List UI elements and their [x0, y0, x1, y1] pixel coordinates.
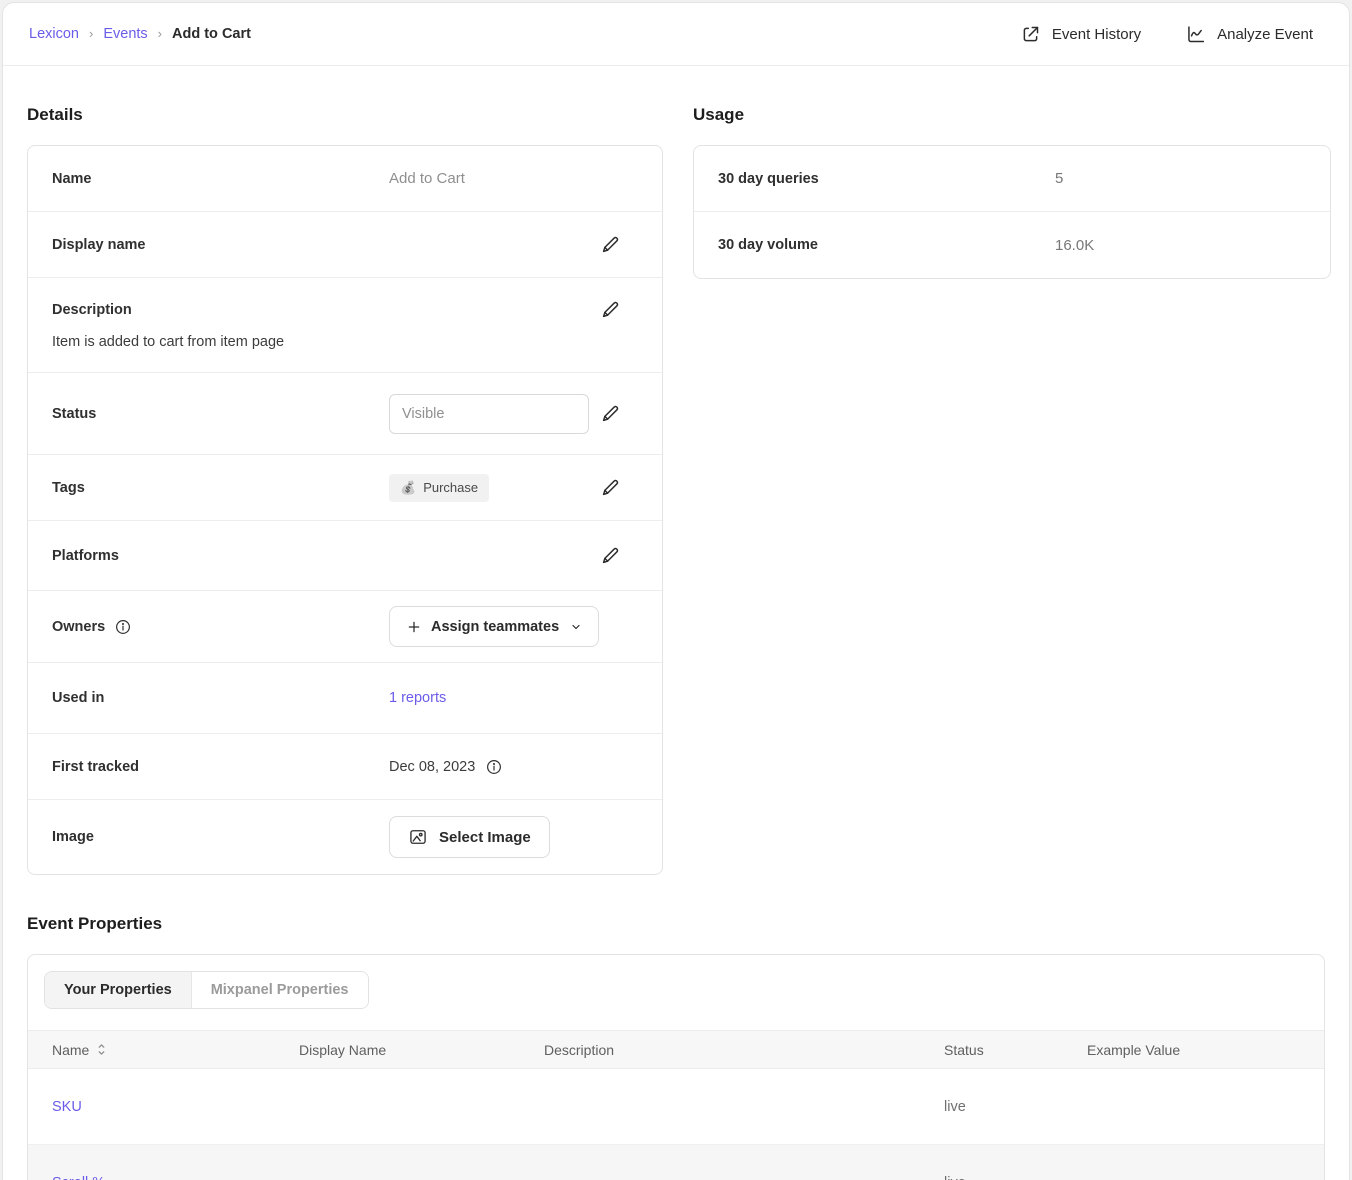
pencil-icon [599, 403, 621, 425]
usage-row-volume: 30 day volume 16.0K [694, 212, 1330, 278]
first-tracked-value: Dec 08, 2023 [389, 758, 476, 775]
topbar-actions: Event History Analyze Event [1020, 24, 1313, 45]
usage-card: 30 day queries 5 30 day volume 16.0K [693, 145, 1331, 279]
edit-tags-button[interactable] [595, 473, 625, 503]
detail-row-tags: Tags 💰 Purchase [28, 455, 662, 521]
details-section: Details Name Add to Cart Display name [27, 66, 663, 875]
sort-icon [96, 1043, 107, 1056]
detail-row-description: Description Item is added to ca [28, 278, 662, 373]
table-row[interactable]: SKU live [28, 1069, 1324, 1145]
topbar: Lexicon › Events › Add to Cart Event His… [3, 3, 1349, 66]
volume-value: 16.0K [1055, 236, 1095, 254]
breadcrumb-separator: › [157, 25, 163, 41]
detail-row-platforms: Platforms [28, 521, 662, 591]
detail-row-display-name: Display name [28, 212, 662, 278]
properties-table-header: Name Display Name Description Status Exa… [28, 1030, 1324, 1069]
analyze-event-label: Analyze Event [1217, 25, 1313, 43]
money-bag-icon: 💰 [400, 479, 417, 495]
status-cell: live [944, 1175, 1087, 1180]
owners-label: Owners [52, 618, 389, 636]
event-properties-card: Your Properties Mixpanel Properties Name… [27, 954, 1325, 1180]
property-link-sku[interactable]: SKU [52, 1098, 82, 1115]
properties-tabs: Your Properties Mixpanel Properties [44, 971, 369, 1009]
plus-icon [406, 619, 422, 635]
tags-label: Tags [52, 479, 85, 496]
event-properties-heading: Event Properties [27, 914, 163, 933]
used-in-label: Used in [52, 690, 105, 706]
assign-teammates-label: Assign teammates [431, 618, 560, 635]
breadcrumb-link-events[interactable]: Events [103, 26, 148, 42]
edit-display-name-button[interactable] [595, 230, 625, 260]
table-row[interactable]: Scroll % live [28, 1145, 1324, 1180]
detail-row-used-in: Used in 1 reports [28, 663, 662, 734]
used-in-reports-link[interactable]: 1 reports [389, 690, 447, 706]
details-heading: Details [27, 105, 83, 124]
info-icon[interactable] [485, 758, 503, 776]
details-card: Name Add to Cart Display name [27, 145, 663, 875]
detail-row-first-tracked: First tracked Dec 08, 2023 [28, 734, 662, 800]
name-label: Name [52, 170, 92, 187]
pencil-icon [599, 545, 621, 567]
usage-row-queries: 30 day queries 5 [694, 146, 1330, 212]
edit-description-button[interactable] [595, 295, 625, 325]
assign-teammates-button[interactable]: Assign teammates [389, 606, 600, 647]
pencil-icon [599, 234, 621, 256]
column-header-status[interactable]: Status [944, 1041, 984, 1058]
breadcrumb: Lexicon › Events › Add to Cart [29, 25, 251, 43]
event-history-label: Event History [1051, 25, 1142, 43]
property-link-scroll-percent[interactable]: Scroll % [52, 1175, 299, 1180]
image-icon [408, 827, 428, 847]
first-tracked-label: First tracked [52, 758, 140, 775]
volume-label: 30 day volume [718, 237, 818, 253]
queries-label: 30 day queries [718, 170, 819, 187]
detail-row-name: Name Add to Cart [28, 146, 662, 212]
edit-platforms-button[interactable] [595, 541, 625, 571]
description-text: Item is added to cart from item page [52, 334, 285, 350]
status-input[interactable] [389, 393, 589, 434]
breadcrumb-link-lexicon[interactable]: Lexicon [29, 26, 79, 42]
detail-row-owners: Owners [28, 591, 662, 663]
line-chart-icon [1185, 24, 1206, 45]
detail-row-image: Image Select Image [28, 800, 662, 874]
breadcrumb-current: Add to Cart [172, 26, 251, 42]
analyze-event-button[interactable]: Analyze Event [1185, 24, 1313, 45]
select-image-button[interactable]: Select Image [389, 816, 550, 858]
name-value: Add to Cart [389, 170, 465, 187]
column-header-display-name[interactable]: Display Name [299, 1041, 387, 1058]
pencil-icon [599, 477, 621, 499]
breadcrumb-separator: › [88, 25, 94, 41]
main-content: Details Name Add to Cart Display name [3, 66, 1349, 1180]
usage-section: Usage 30 day queries 5 30 day volume 16.… [693, 66, 1331, 875]
tag-label: Purchase [423, 480, 479, 495]
edit-status-button[interactable] [595, 399, 625, 429]
info-icon[interactable] [114, 618, 132, 636]
select-image-label: Select Image [439, 828, 531, 846]
tag-chip-purchase[interactable]: 💰 Purchase [389, 473, 490, 502]
display-name-label: Display name [52, 236, 146, 253]
image-label: Image [52, 829, 94, 845]
event-history-button[interactable]: Event History [1020, 24, 1141, 45]
status-label: Status [52, 405, 97, 422]
chevron-down-icon [570, 621, 582, 633]
column-header-example-value[interactable]: Example Value [1087, 1041, 1181, 1058]
pencil-icon [599, 299, 621, 321]
detail-row-status: Status [28, 373, 662, 455]
platforms-label: Platforms [52, 547, 119, 564]
column-header-description[interactable]: Description [544, 1041, 615, 1058]
status-cell: live [944, 1098, 966, 1115]
queries-value: 5 [1055, 170, 1064, 187]
description-label: Description [52, 302, 132, 318]
name-column-label: Name [52, 1041, 90, 1058]
external-link-icon [1020, 24, 1041, 45]
usage-heading: Usage [693, 105, 745, 124]
tab-mixpanel-properties[interactable]: Mixpanel Properties [191, 972, 368, 1008]
tab-your-properties[interactable]: Your Properties [45, 972, 192, 1008]
owners-label-text: Owners [52, 618, 106, 635]
column-header-name[interactable]: Name [52, 1042, 299, 1058]
